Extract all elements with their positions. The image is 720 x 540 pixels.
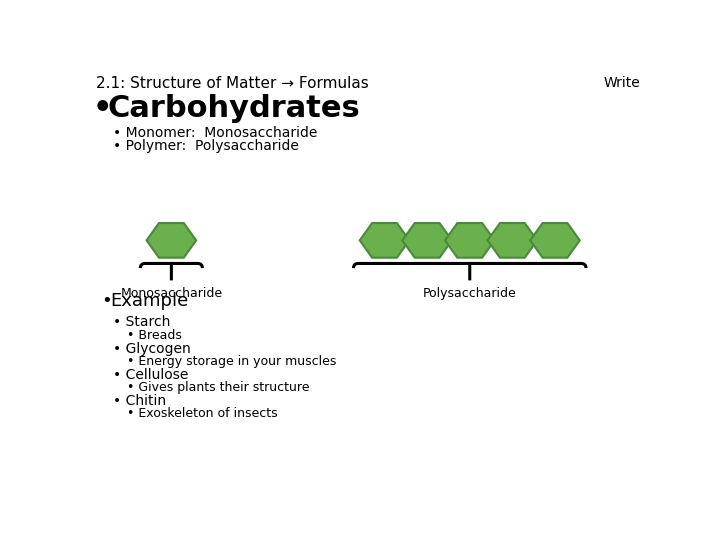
Text: • Starch: • Starch — [113, 315, 171, 329]
Polygon shape — [487, 223, 537, 258]
Text: • Glycogen: • Glycogen — [113, 342, 191, 356]
Text: • Energy storage in your muscles: • Energy storage in your muscles — [127, 355, 336, 368]
Polygon shape — [147, 223, 196, 258]
Text: Example: Example — [110, 292, 189, 310]
Polygon shape — [360, 223, 409, 258]
Text: • Polymer:  Polysaccharide: • Polymer: Polysaccharide — [113, 139, 299, 153]
Text: Monosaccharide: Monosaccharide — [120, 287, 222, 300]
Text: Carbohydrates: Carbohydrates — [107, 94, 360, 123]
Text: • Breads: • Breads — [127, 329, 182, 342]
Text: • Gives plants their structure: • Gives plants their structure — [127, 381, 310, 394]
Text: •: • — [101, 292, 112, 310]
Text: • Exoskeleton of insects: • Exoskeleton of insects — [127, 408, 278, 421]
Polygon shape — [402, 223, 452, 258]
Text: 2.1: Structure of Matter → Formulas: 2.1: Structure of Matter → Formulas — [96, 76, 369, 91]
Polygon shape — [530, 223, 580, 258]
Text: •: • — [93, 94, 112, 123]
Text: Polysaccharide: Polysaccharide — [423, 287, 517, 300]
Text: • Monomer:  Monosaccharide: • Monomer: Monosaccharide — [113, 126, 318, 140]
Text: • Chitin: • Chitin — [113, 394, 166, 408]
Polygon shape — [445, 223, 495, 258]
Text: Write: Write — [603, 76, 640, 90]
Text: • Cellulose: • Cellulose — [113, 368, 189, 382]
